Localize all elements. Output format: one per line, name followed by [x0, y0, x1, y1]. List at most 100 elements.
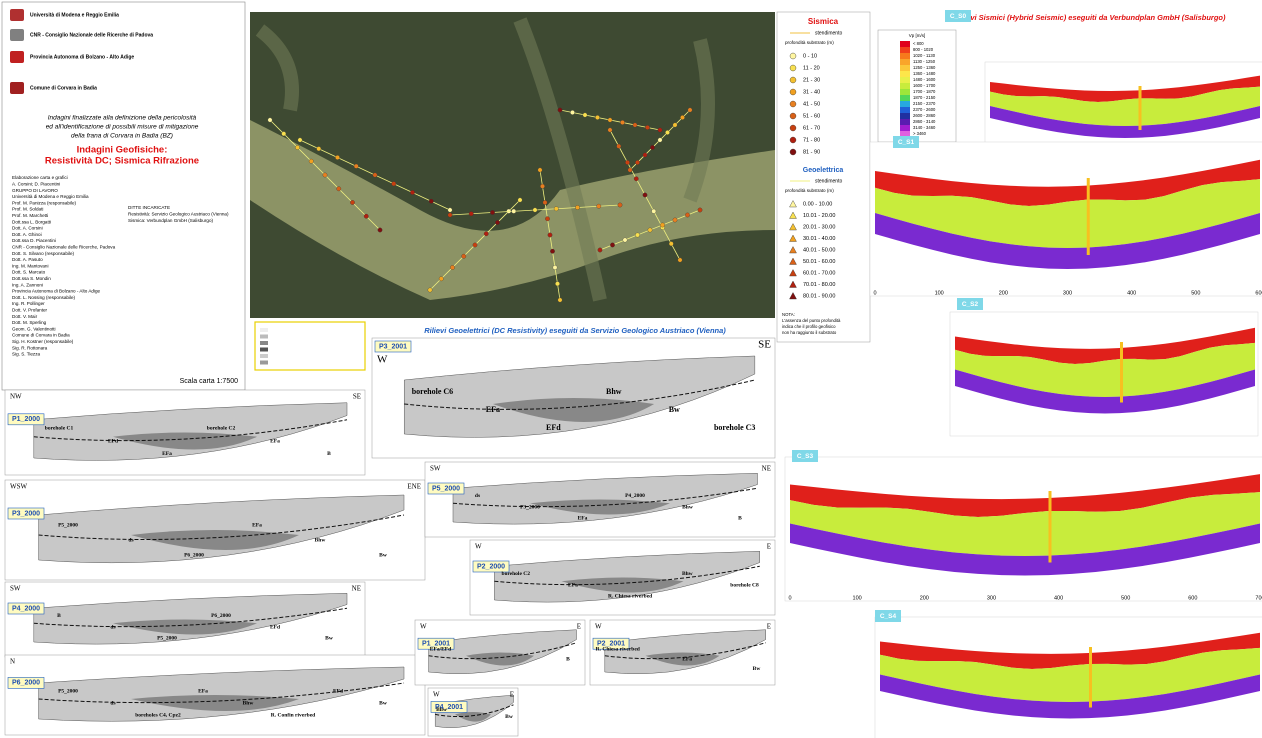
legend-symbol: [790, 65, 796, 71]
unit-label: ds: [110, 624, 115, 630]
survey-point: [364, 214, 368, 218]
borehole: [1049, 491, 1052, 563]
direction: E: [767, 623, 771, 631]
survey-point: [543, 200, 547, 204]
survey-point: [608, 118, 612, 122]
unit-label: Bw: [325, 636, 333, 642]
survey-point: [583, 113, 587, 117]
velocity-swatch: [900, 77, 910, 83]
description: Indagini finalizzate alla definizione de…: [48, 115, 197, 122]
velocity-swatch: [900, 113, 910, 119]
credit: DITTE INCARICATE: [128, 205, 170, 210]
legend-symbol: [790, 149, 796, 155]
velocity-swatch: [900, 41, 910, 47]
survey-point: [473, 243, 477, 247]
credit: Dott.ssa S. Mondin: [12, 276, 51, 281]
survey-point: [658, 138, 662, 142]
unit-label: R. Chiesa riverbed: [608, 594, 652, 600]
x-tick-label: 500: [1121, 595, 1130, 601]
description: ed all'identificazione di possibili misu…: [46, 124, 199, 131]
unit-label: B: [57, 613, 61, 619]
unit-label: B: [738, 516, 742, 522]
survey-point: [680, 115, 684, 119]
survey-point: [462, 254, 466, 258]
credit: Prof. M. Panizza (responsabile): [12, 200, 77, 205]
direction: NE: [352, 585, 361, 593]
legend-text: profondità substrato (m): [785, 188, 834, 193]
x-tick-label: 100: [853, 595, 862, 601]
survey-point: [597, 204, 601, 208]
institution: Provincia Autonoma di Bolzano - Alto Adi…: [30, 54, 134, 60]
credit: Dott.ssa D. Piacentini: [12, 238, 56, 243]
legend-title: Sismica: [808, 17, 839, 26]
unit-label: P5_2000: [58, 688, 78, 694]
legend-note: NOTA:: [782, 312, 795, 317]
credit: Università di Modena e Reggio Emilia: [12, 194, 89, 199]
survey-point: [448, 213, 452, 217]
key-swatch: [260, 335, 268, 339]
legend-label: 81 - 90: [803, 149, 820, 155]
title: Resistività DC; Sismica Rifrazione: [45, 156, 199, 167]
poster: Università di Modena e Reggio Emilia CNR …: [0, 0, 1262, 738]
velocity-label: 800 - 1020: [913, 47, 934, 52]
key-swatch: [260, 348, 268, 352]
velocity-swatch: [900, 71, 910, 77]
legend-label: 50.01 - 60.00: [803, 259, 835, 265]
survey-point: [512, 209, 516, 213]
legend-note: non ha raggiunto il substrato: [782, 330, 837, 335]
legend-label: 80.01 - 90.00: [803, 293, 835, 299]
x-tick-label: 600: [1188, 595, 1197, 601]
direction: W: [420, 623, 427, 631]
survey-point: [553, 265, 557, 269]
credit: Prof. M. Marchetti: [12, 213, 48, 218]
direction: SE: [353, 393, 361, 401]
velocity-label: 2600 - 2860: [913, 113, 936, 118]
unit-label: EFd: [108, 438, 118, 444]
velocity-label: < 800: [913, 41, 924, 46]
unit-label: EFa: [578, 516, 588, 522]
legend-symbol: [790, 125, 796, 131]
unit-label: R. Confin riverbed: [271, 712, 315, 718]
credit: Provincia Autonoma di Bolzano - Alto Adi…: [12, 289, 101, 294]
legend-label: 41 - 50: [803, 101, 820, 107]
credit: Ing. M. Mantovani: [12, 263, 49, 268]
credit: A. Corsini; D. Piacentini: [12, 182, 60, 187]
unit-label: borehole C2: [207, 426, 236, 432]
unit-label: B: [566, 656, 570, 662]
institution: Comune di Corvara in Badia: [30, 85, 97, 91]
credit: Dott. V. Profanter: [12, 308, 48, 313]
legend-label: 20.01 - 30.00: [803, 224, 835, 230]
survey-point: [558, 298, 562, 302]
panel-label: P2_2000: [477, 563, 505, 570]
survey-point: [518, 198, 522, 202]
unit-label: EFa: [682, 656, 692, 662]
survey-point: [685, 213, 689, 217]
survey-point: [335, 155, 339, 159]
velocity-swatch: [900, 83, 910, 89]
credit: Elaborazione carta e grafici: [12, 175, 68, 180]
panel-label: P6_2000: [12, 680, 40, 687]
survey-point: [665, 130, 669, 134]
credit: Sig. H. Kostner (responsabile): [12, 339, 74, 344]
unit-label: EFa: [270, 438, 280, 444]
survey-point: [268, 118, 272, 122]
section-title: Rilievi Sismici (Hybrid Seismic) eseguit…: [954, 13, 1226, 22]
credit: CNR - Consiglio Nazionale delle Ricerche…: [12, 245, 116, 250]
survey-point: [555, 282, 559, 286]
legend-label: 31 - 40: [803, 89, 820, 95]
unit-label: ds: [110, 700, 115, 706]
survey-point: [595, 115, 599, 119]
survey-point: [643, 153, 647, 157]
velocity-swatch: [900, 101, 910, 107]
legend-label: 0.00 - 10.00: [803, 201, 832, 207]
x-tick-label: 300: [987, 595, 996, 601]
legend-label: 0 - 10: [803, 53, 817, 59]
velocity-label: 1360 - 1480: [913, 71, 936, 76]
legend-label: 61 - 70: [803, 125, 820, 131]
survey-point: [354, 164, 358, 168]
x-tick-label: 400: [1127, 290, 1136, 296]
legend-symbol: [790, 53, 796, 59]
interpretation-key: [255, 322, 365, 370]
survey-point: [298, 138, 302, 142]
unit-label: borehole C2: [502, 571, 531, 577]
